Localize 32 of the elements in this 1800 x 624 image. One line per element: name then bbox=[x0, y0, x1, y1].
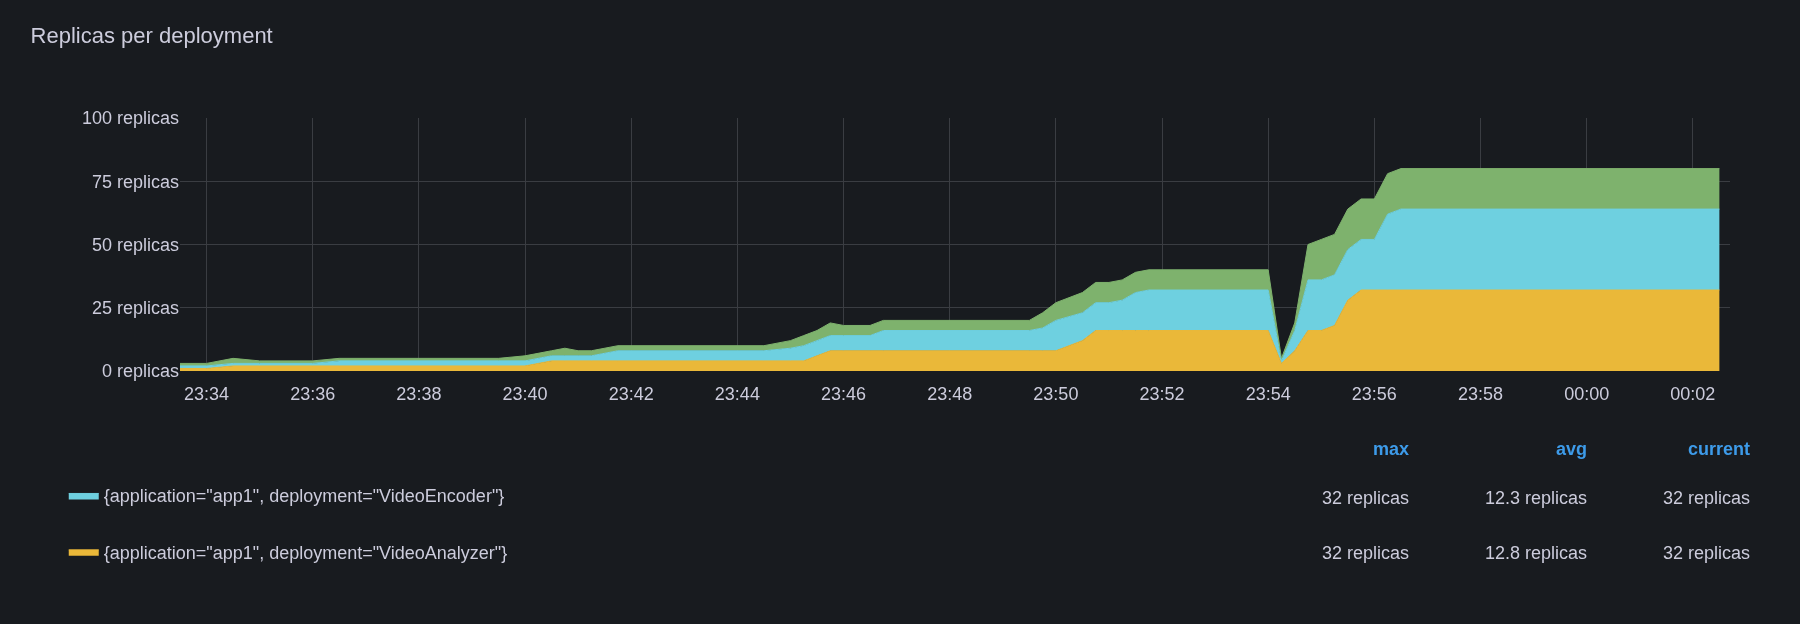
x-tick-label: 23:42 bbox=[608, 384, 654, 404]
text: 32 replicas bbox=[1663, 543, 1751, 563]
x-tick-label: 23:50 bbox=[1033, 384, 1079, 404]
text: 32 replicas bbox=[1322, 488, 1410, 508]
x-tick-label: 23:46 bbox=[821, 384, 867, 404]
text: max bbox=[1373, 439, 1410, 459]
x-tick-label: 23:58 bbox=[1457, 384, 1504, 404]
y-tick-label: 100 replicas bbox=[81, 108, 179, 129]
legend-label: {application="app1", deployment="VideoAnalyzer"} bbox=[103, 542, 508, 563]
x-tick-label: 23:38 bbox=[396, 384, 442, 404]
y-tick-label: 25 replicas bbox=[91, 298, 179, 319]
x-tick-label: 23:40 bbox=[502, 384, 548, 404]
text: 32 replicas bbox=[1663, 488, 1751, 508]
y-tick-label: 75 replicas bbox=[91, 171, 179, 192]
x-tick-label: 23:48 bbox=[927, 384, 973, 404]
y-tick-label: 50 replicas bbox=[91, 234, 179, 255]
text: avg bbox=[1556, 439, 1588, 459]
x-tick-label: 23:36 bbox=[290, 384, 336, 404]
text: current bbox=[1688, 439, 1751, 459]
x-tick-label: 00:00 bbox=[1564, 384, 1610, 404]
y-tick-label: 0 replicas bbox=[101, 361, 179, 382]
x-tick-label: 23:52 bbox=[1139, 384, 1185, 404]
x-tick-label: 23:44 bbox=[714, 384, 760, 404]
text: 12.3 replicas bbox=[1485, 488, 1588, 508]
text: 12.8 replicas bbox=[1485, 543, 1588, 563]
x-tick-label: 23:34 bbox=[184, 384, 230, 404]
legend-label: {application="app1", deployment="VideoEncoder"} bbox=[103, 486, 505, 507]
x-tick-label: 23:56 bbox=[1351, 384, 1397, 404]
x-tick-label: 00:02 bbox=[1670, 384, 1716, 404]
text: 32 replicas bbox=[1322, 543, 1410, 563]
chart-title: Replicas per deployment bbox=[30, 23, 273, 49]
x-tick-label: 23:54 bbox=[1245, 384, 1291, 404]
